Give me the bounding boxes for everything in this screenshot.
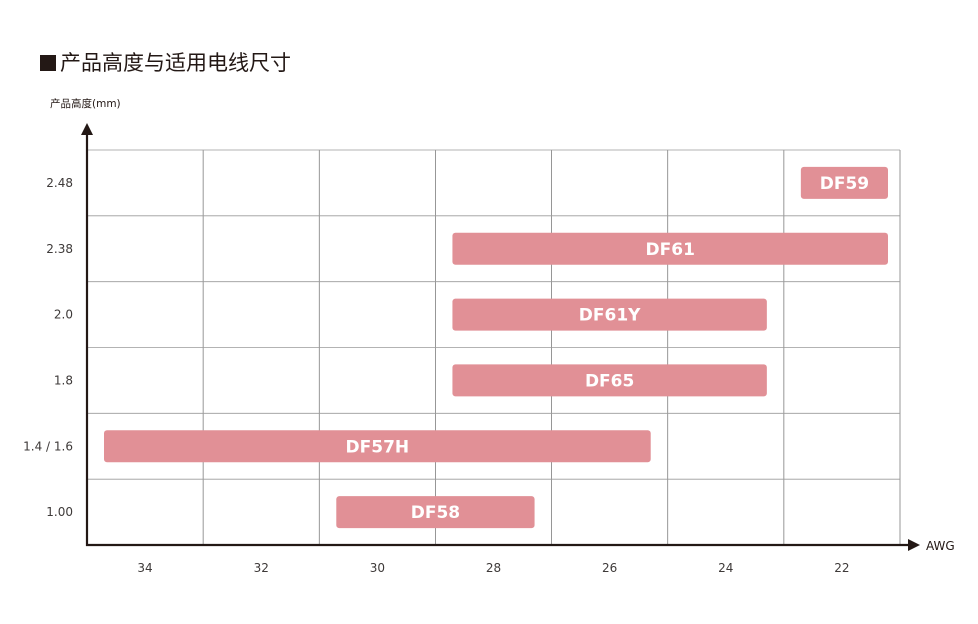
- x-tick-label: 22: [834, 561, 849, 575]
- y-tick-label: 1.00: [46, 505, 73, 519]
- y-tick-label: 1.8: [54, 373, 73, 387]
- y-axis-arrow-icon: [81, 123, 93, 135]
- bar-df61y: [452, 298, 767, 331]
- y-tick-label: 1.4 / 1.6: [23, 439, 73, 453]
- x-tick-label: 28: [486, 561, 501, 575]
- bar-df59: [800, 166, 888, 199]
- bar-label: DF61: [646, 240, 695, 260]
- chart-title-text: 产品高度与适用电线尺寸: [60, 51, 291, 75]
- bar-label: DF61Y: [579, 306, 641, 326]
- chart-title: 产品高度与适用电线尺寸: [40, 47, 291, 77]
- y-tick-label: 2.38: [46, 242, 73, 256]
- bar-df65: [452, 364, 767, 397]
- x-tick-label: 30: [370, 561, 385, 575]
- y-axis-label: 产品高度(mm): [50, 97, 121, 110]
- x-tick-label: 26: [602, 561, 617, 575]
- x-tick-label: 24: [718, 561, 733, 575]
- y-tick-label: 2.48: [46, 176, 73, 190]
- bar-df58: [336, 496, 535, 529]
- bar-label: DF59: [820, 174, 869, 194]
- y-tick-label: 2.0: [54, 308, 73, 322]
- x-axis-arrow-icon: [908, 539, 920, 551]
- bar-label: DF58: [411, 503, 460, 523]
- bar-df57h: [104, 430, 651, 463]
- bar-label: DF65: [585, 371, 634, 391]
- bar-df61: [452, 232, 888, 265]
- x-tick-label: 32: [254, 561, 269, 575]
- x-axis-label: AWG: [926, 539, 955, 553]
- bar-label: DF57H: [346, 437, 410, 457]
- square-bullet-icon: [40, 55, 56, 71]
- x-tick-label: 34: [137, 561, 152, 575]
